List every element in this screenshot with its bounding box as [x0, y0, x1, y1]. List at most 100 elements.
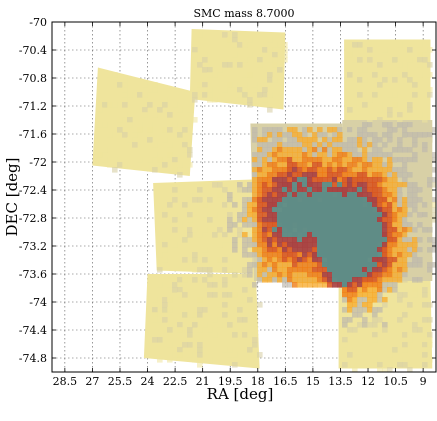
density-cell: [372, 297, 378, 303]
density-cell: [377, 272, 383, 278]
density-cell: [117, 127, 123, 133]
density-cell: [297, 162, 303, 168]
density-cell: [347, 272, 353, 278]
density-cell: [172, 102, 178, 108]
density-cell: [297, 277, 303, 283]
density-cell: [367, 262, 373, 268]
density-cell: [362, 297, 368, 303]
density-cell: [242, 72, 248, 78]
density-cell: [297, 182, 303, 188]
density-cell: [392, 277, 398, 283]
density-cell: [292, 282, 298, 288]
density-cell: [252, 227, 258, 233]
density-cell: [312, 267, 318, 273]
density-cell: [322, 212, 328, 218]
density-cell: [212, 232, 218, 238]
density-cell: [307, 152, 313, 158]
density-cell: [262, 167, 268, 173]
density-cell: [362, 232, 368, 238]
density-cell: [352, 147, 358, 153]
density-cell: [402, 232, 408, 238]
density-cell: [277, 272, 283, 278]
density-cell: [382, 237, 388, 243]
density-cell: [337, 232, 343, 238]
density-cell: [297, 217, 303, 223]
density-cell: [352, 252, 358, 258]
x-tick-label: 18: [251, 375, 265, 388]
density-cell: [227, 82, 233, 88]
density-cell: [307, 282, 313, 288]
density-cell: [242, 247, 248, 253]
density-cell: [267, 157, 273, 163]
density-cell: [307, 247, 313, 253]
density-cell: [257, 207, 263, 213]
density-cell: [247, 297, 253, 303]
density-cell: [382, 217, 388, 223]
density-cell: [257, 222, 263, 228]
density-cell: [352, 162, 358, 168]
density-cell: [347, 352, 353, 358]
density-cell: [167, 352, 173, 358]
density-cell: [302, 242, 308, 248]
density-cell: [317, 182, 323, 188]
density-cell: [337, 267, 343, 273]
density-cell: [367, 252, 373, 258]
density-cell: [252, 257, 258, 263]
density-cell: [287, 222, 293, 228]
density-cell: [222, 212, 228, 218]
density-cell: [287, 247, 293, 253]
density-cell: [272, 52, 278, 58]
density-cell: [107, 102, 113, 108]
density-cell: [362, 207, 368, 213]
y-tick-label: -70.8: [19, 72, 47, 85]
density-cell: [232, 222, 238, 228]
density-cell: [402, 272, 408, 278]
density-cell: [432, 197, 436, 203]
density-cell: [322, 142, 328, 148]
density-cell: [302, 227, 308, 233]
density-cell: [312, 162, 318, 168]
density-cell: [312, 237, 318, 243]
density-cell: [422, 362, 428, 368]
density-cell: [362, 202, 368, 208]
density-cell: [372, 242, 378, 248]
density-cell: [382, 122, 388, 128]
density-cell: [227, 352, 233, 358]
density-cell: [297, 152, 303, 158]
density-cell: [167, 282, 173, 288]
density-cell: [412, 197, 418, 203]
density-cell: [322, 197, 328, 203]
x-tick-label: 19.5: [218, 375, 243, 388]
density-cell: [132, 132, 138, 138]
density-cell: [317, 267, 323, 273]
density-cell: [252, 172, 258, 178]
density-cell: [287, 207, 293, 213]
density-cell: [272, 252, 278, 258]
density-cell: [287, 167, 293, 173]
density-cell: [372, 182, 378, 188]
density-cell: [372, 337, 378, 343]
density-cell: [137, 122, 143, 128]
density-cell: [292, 202, 298, 208]
density-cell: [402, 332, 408, 338]
density-cell: [357, 282, 363, 288]
y-tick-labels: -70-70.4-70.8-71.2-71.6-72-72.4-72.8-73.…: [19, 16, 47, 365]
density-cell: [267, 202, 273, 208]
density-cell: [337, 132, 343, 138]
density-cell: [292, 152, 298, 158]
density-cell: [227, 292, 233, 298]
density-cell: [202, 52, 208, 58]
density-cell: [282, 162, 288, 168]
density-cell: [107, 132, 113, 138]
density-cell: [282, 272, 288, 278]
density-cell: [367, 202, 373, 208]
density-cell: [232, 237, 238, 243]
density-cell: [342, 192, 348, 198]
density-cell: [347, 182, 353, 188]
density-cell: [157, 357, 163, 363]
density-cell: [267, 237, 273, 243]
density-cell: [357, 322, 363, 328]
density-cell: [287, 277, 293, 283]
density-cell: [307, 222, 313, 228]
density-cell: [387, 137, 393, 143]
